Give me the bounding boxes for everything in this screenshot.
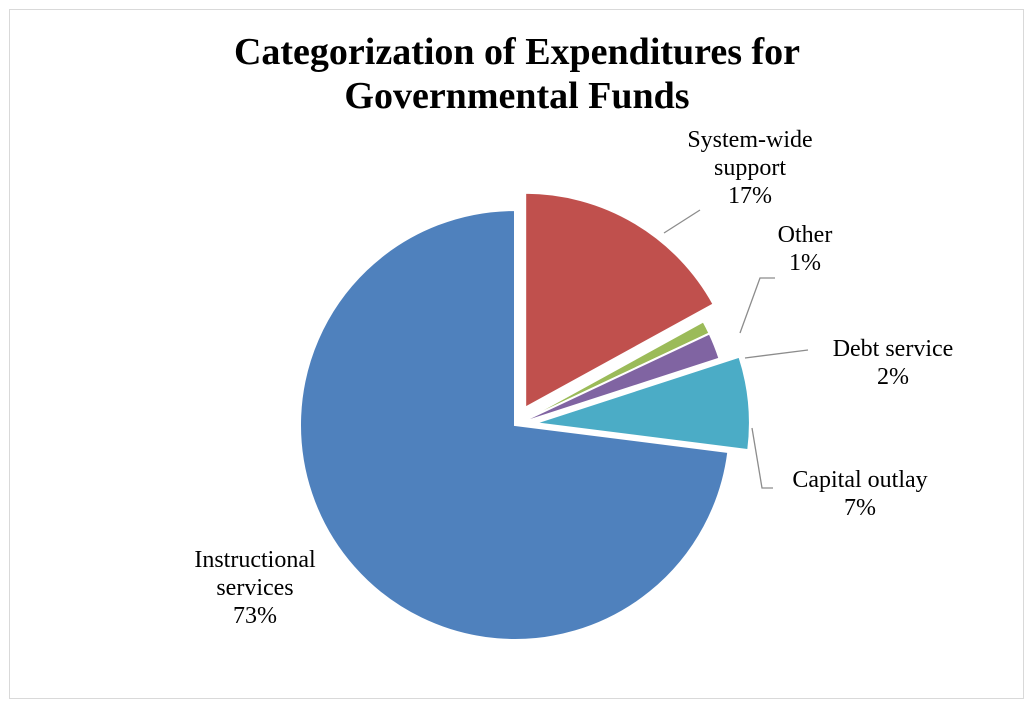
label-debt-service-name: Debt service [832, 336, 954, 362]
label-instructional-services-name-2: services [216, 575, 294, 601]
leader-debt-service [744, 349, 809, 359]
label-capital-outlay: Capital outlay 7% [770, 466, 950, 522]
label-system-wide-support-name-2: support [714, 155, 786, 181]
label-instructional-services-percent: 73% [233, 603, 277, 629]
label-instructional-services-name-1: Instructional [194, 547, 316, 573]
chart-title-line-1: Categorization of Expenditures for [233, 31, 801, 73]
label-debt-service: Debt service 2% [808, 335, 978, 391]
label-capital-outlay-name: Capital outlay [792, 467, 928, 493]
label-other: Other 1% [760, 221, 850, 277]
chart-title-line-2: Governmental Funds [344, 75, 690, 117]
slice-capital-outlay [534, 355, 751, 452]
slice-debt-service [514, 332, 721, 426]
label-instructional-services: Instructional services 73% [165, 546, 345, 630]
leader-other [739, 277, 775, 334]
label-other-name: Other [777, 222, 833, 248]
slice-system-wide-support [524, 191, 715, 410]
leader-system-wide-support [663, 209, 701, 234]
label-system-wide-support-name-1: System-wide [687, 127, 813, 153]
label-system-wide-support: System-wide support 17% [650, 126, 850, 210]
label-debt-service-percent: 2% [877, 364, 909, 390]
label-other-percent: 1% [789, 250, 821, 276]
chart-title: Categorization of Expenditures for Gover… [0, 30, 1034, 118]
slice-instructional-services [299, 208, 730, 641]
label-capital-outlay-percent: 7% [844, 495, 876, 521]
leader-capital-outlay [751, 427, 773, 489]
label-system-wide-support-percent: 17% [728, 183, 772, 209]
